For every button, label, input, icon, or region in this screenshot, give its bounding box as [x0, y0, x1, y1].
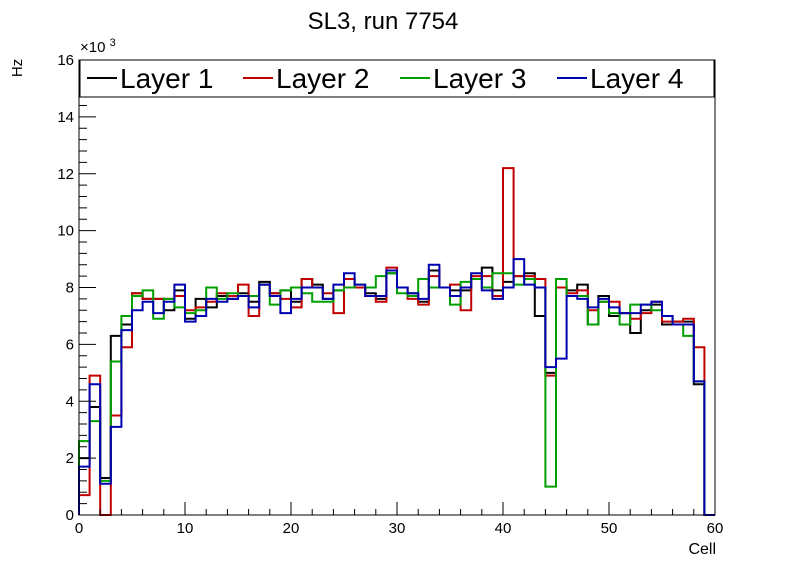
y-tick-label: 2	[66, 450, 74, 467]
x-tick-label: 10	[177, 520, 194, 537]
y-multiplier: ×10 3	[80, 37, 116, 56]
y-axis-label: Hz	[9, 59, 26, 77]
series-layer	[78, 167, 715, 516]
x-tick-label: 60	[707, 520, 724, 537]
series-line-layer-4	[78, 258, 715, 516]
y-tick-label: 0	[66, 507, 74, 524]
x-tick-label: 0	[75, 520, 83, 537]
y-tick-label: 12	[57, 166, 74, 183]
y-tick-label: 8	[66, 280, 74, 297]
legend-label-layer-4: Layer 4	[590, 63, 683, 94]
y-tick-label: 6	[66, 336, 74, 353]
legend-label-layer-1: Layer 1	[120, 63, 213, 94]
legend-label-layer-2: Layer 2	[276, 63, 369, 94]
y-multiplier-exponent: 3	[110, 37, 116, 49]
y-tick-label: 16	[57, 52, 74, 69]
x-tick-label: 50	[601, 520, 618, 537]
x-tick-label: 20	[283, 520, 300, 537]
y-tick-label: 14	[57, 109, 74, 126]
legend-box	[79, 59, 715, 98]
axes-layer: 0 10 20 30 40 50 60 0 2 4 6 8 10 12 14 16	[57, 52, 723, 537]
x-axis-label: Cell	[688, 541, 716, 558]
chart-title: SL3, run 7754	[308, 8, 459, 35]
legend-label-layer-3: Layer 3	[433, 63, 526, 94]
legend: Layer 1 Layer 2 Layer 3 Layer 4	[79, 59, 715, 98]
x-tick-label: 30	[389, 520, 406, 537]
x-tick-label: 40	[495, 520, 512, 537]
y-tick-label: 10	[57, 223, 74, 240]
y-multiplier-base: ×10	[80, 39, 105, 56]
y-tick-label: 4	[66, 393, 74, 410]
